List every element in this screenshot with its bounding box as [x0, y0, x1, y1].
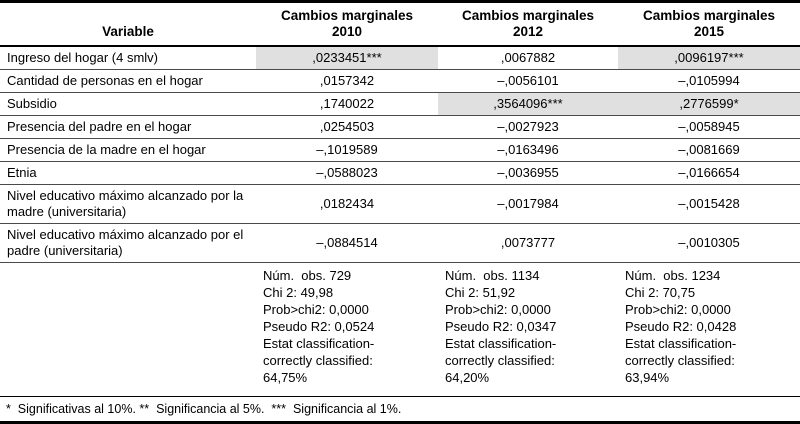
stats-cell-empty — [0, 263, 256, 396]
stats-line: Chi 2: 70,75 — [625, 285, 696, 300]
stats-line: Prob>chi2: 0,0000 — [263, 302, 369, 317]
stats-line: correctly classified: — [263, 353, 373, 368]
header-variable-label: Variable — [102, 24, 154, 39]
value-cell: ,1740022 — [319, 96, 375, 111]
value-cell: ,0157342 — [319, 73, 375, 88]
value-cell: ,2776599* — [618, 93, 800, 115]
table-row: Nivel educativo máximo alcanzado por el … — [0, 224, 800, 263]
value-cell: –,0105994 — [678, 73, 740, 88]
significance-footnote: * Significativas al 10%. ** Significanci… — [6, 402, 402, 416]
value-cell: –,0027923 — [497, 119, 559, 134]
value-cell: –,1019589 — [316, 142, 378, 157]
value-cell: –,0017984 — [497, 196, 559, 211]
table-row: Presencia de la madre en el hogar –,10195… — [0, 139, 800, 162]
stats-line: Chi 2: 49,98 — [263, 285, 334, 300]
header-col-2015: Cambios marginales 2015 — [618, 3, 800, 45]
value-cell: –,0058945 — [678, 119, 740, 134]
variable-cell: Nivel educativo máximo alcanzado por la … — [7, 188, 244, 219]
stats-line: Núm. obs. 1134 — [445, 268, 540, 283]
header-col-2012-title: Cambios marginales — [461, 8, 595, 23]
value-cell: –,0036955 — [497, 165, 559, 180]
table-row: Ingreso del hogar (4 smlv) ,0233451*** ,00… — [0, 47, 800, 70]
variable-cell: Presencia del padre en el hogar — [7, 119, 192, 134]
value-cell: ,0182434 — [319, 196, 375, 211]
value-cell: ,0096197*** — [618, 47, 800, 69]
stats-row: Núm. obs. 729 Chi 2: 49,98 Prob>chi2: 0,00… — [0, 263, 800, 397]
value-cell: –,0884514 — [316, 235, 378, 250]
value-cell: ,0233451*** — [256, 47, 438, 69]
stats-cell: Núm. obs. 1234 Chi 2: 70,75 Prob>chi2: 0,0… — [618, 263, 800, 396]
stats-line: Estat classification- — [625, 336, 737, 351]
value-cell: –,0081669 — [678, 142, 740, 157]
variable-cell: Nivel educativo máximo alcanzado por el … — [7, 227, 244, 258]
header-col-2010: Cambios marginales 2010 — [256, 3, 438, 45]
value-cell: –,0166654 — [678, 165, 740, 180]
variable-cell: Ingreso del hogar (4 smlv) — [7, 50, 159, 65]
table-row: Nivel educativo máximo alcanzado por la … — [0, 185, 800, 224]
header-col-2015-title: Cambios marginales — [642, 8, 776, 23]
value-cell: –,0015428 — [678, 196, 740, 211]
stats-line: Prob>chi2: 0,0000 — [625, 302, 731, 317]
stats-line: 64,20% — [445, 370, 490, 385]
header-col-2015-year: 2015 — [693, 24, 725, 39]
table-header-row: Variable Cambios marginales 2010 Cambios… — [0, 3, 800, 47]
stats-cell: Núm. obs. 1134 Chi 2: 51,92 Prob>chi2: 0,0… — [438, 263, 618, 396]
header-col-2010-year: 2010 — [331, 24, 363, 39]
stats-line: correctly classified: — [445, 353, 555, 368]
header-col-2012-year: 2012 — [512, 24, 544, 39]
stats-line: Pseudo R2: 0,0428 — [625, 319, 737, 334]
stats-line: Estat classification- — [263, 336, 375, 351]
header-variable: Variable — [0, 3, 256, 45]
header-col-2010-title: Cambios marginales — [280, 8, 414, 23]
header-col-2012: Cambios marginales 2012 — [438, 3, 618, 45]
table-row: Cantidad de personas en el hogar ,0157342… — [0, 70, 800, 93]
table-row: Etnia –,0588023 –,0036955 –,0166654 — [0, 162, 800, 185]
stats-line: Chi 2: 51,92 — [445, 285, 516, 300]
variable-cell: Subsidio — [7, 96, 57, 111]
value-cell: ,0067882 — [500, 50, 556, 65]
stats-cell: Núm. obs. 729 Chi 2: 49,98 Prob>chi2: 0,00… — [256, 263, 438, 396]
stats-line: 63,94% — [625, 370, 670, 385]
value-cell: ,3564096*** — [438, 93, 618, 115]
value-cell: ,0073777 — [500, 235, 556, 250]
value-cell: –,0588023 — [316, 165, 378, 180]
stats-line: Núm. obs. 729 — [263, 268, 352, 283]
value-cell: –,0010305 — [678, 235, 740, 250]
stats-line: Prob>chi2: 0,0000 — [445, 302, 551, 317]
value-cell: –,0056101 — [497, 73, 559, 88]
table-row: Subsidio ,1740022 ,3564096*** ,2776599* — [0, 93, 800, 116]
stats-line: Núm. obs. 1234 — [625, 268, 721, 283]
stats-line: 64,75% — [263, 370, 308, 385]
table-body: Ingreso del hogar (4 smlv) ,0233451*** ,00… — [0, 47, 800, 263]
variable-cell: Cantidad de personas en el hogar — [7, 73, 203, 88]
stats-line: Pseudo R2: 0,0347 — [445, 319, 557, 334]
table-row: Presencia del padre en el hogar ,0254503 –… — [0, 116, 800, 139]
stats-line: Pseudo R2: 0,0524 — [263, 319, 375, 334]
stats-line: Estat classification- — [445, 336, 557, 351]
value-cell: –,0163496 — [497, 142, 559, 157]
variable-cell: Etnia — [7, 165, 37, 180]
stats-line: correctly classified: — [625, 353, 735, 368]
value-cell: ,0254503 — [319, 119, 375, 134]
variable-cell: Presencia de la madre en el hogar — [7, 142, 206, 157]
